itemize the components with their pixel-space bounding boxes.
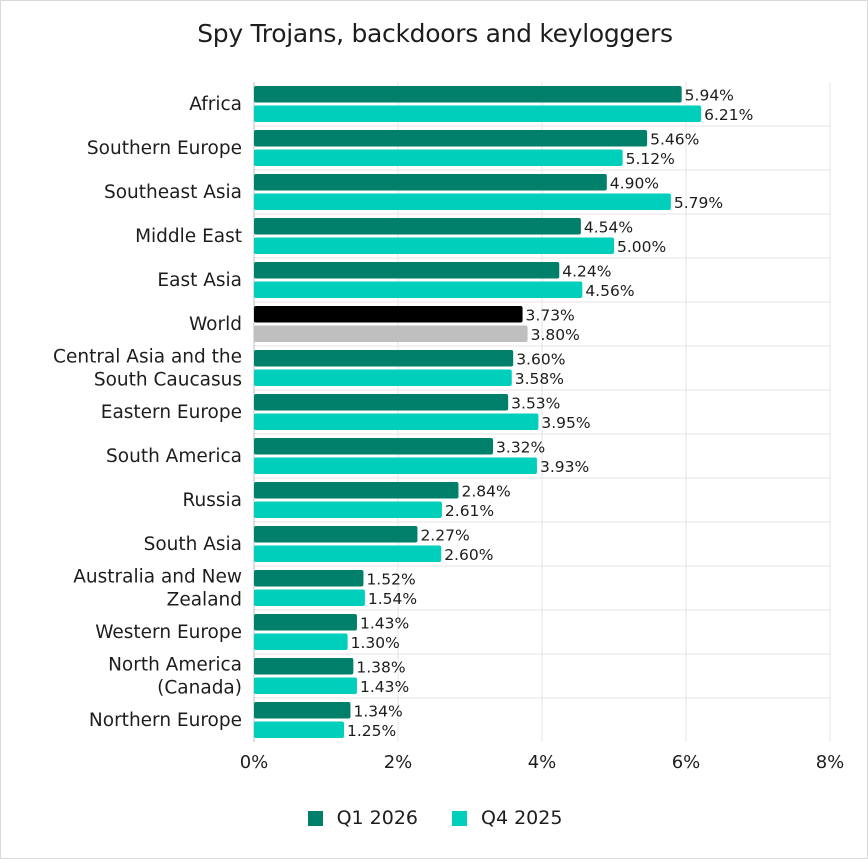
bar-q1-2026 bbox=[254, 306, 523, 323]
bar-q1-2026 bbox=[254, 438, 494, 455]
category-label: South Asia bbox=[144, 534, 242, 555]
data-label: 3.73% bbox=[526, 306, 575, 324]
category-label: East Asia bbox=[157, 270, 242, 291]
category-label: Middle East bbox=[135, 226, 242, 247]
bar-q1-2026 bbox=[254, 658, 354, 675]
category-label: Western Europe bbox=[95, 622, 242, 643]
bar-q4-2025 bbox=[254, 369, 512, 386]
bar-q4-2025 bbox=[254, 149, 623, 166]
data-label: 1.25% bbox=[347, 722, 396, 740]
category-label: Zealand bbox=[167, 590, 242, 611]
data-label: 4.56% bbox=[585, 282, 634, 300]
legend-item: Q1 2026 bbox=[307, 807, 418, 829]
chart-plot: 0% 2% 4% 6% 8% 5.94% 6.21% Africa 5.46% 5.12% Sout… bbox=[53, 82, 845, 773]
legend-item: Q4 2025 bbox=[452, 807, 562, 829]
legend-swatch bbox=[307, 810, 323, 826]
category-label: (Canada) bbox=[157, 678, 242, 699]
category-label: South Caucasus bbox=[94, 370, 242, 391]
x-tick-label: 4% bbox=[528, 752, 557, 773]
data-label: 3.95% bbox=[541, 414, 590, 432]
data-label: 5.79% bbox=[674, 194, 723, 212]
data-label: 5.46% bbox=[650, 130, 699, 148]
data-label: 1.30% bbox=[351, 634, 400, 652]
legend-swatch bbox=[452, 810, 467, 826]
data-label: 1.52% bbox=[366, 570, 415, 588]
data-label: 3.53% bbox=[511, 394, 560, 412]
data-label: 5.12% bbox=[626, 150, 675, 168]
data-label: 2.61% bbox=[445, 502, 494, 520]
bar-q4-2025 bbox=[254, 193, 671, 210]
category-label: Northern Europe bbox=[89, 710, 242, 731]
data-label: 2.27% bbox=[420, 526, 469, 544]
x-tick-label: 6% bbox=[672, 752, 701, 773]
bar-q1-2026 bbox=[254, 394, 509, 411]
bar-q1-2026 bbox=[254, 614, 357, 631]
data-label: 2.84% bbox=[461, 482, 510, 500]
data-label: 3.80% bbox=[531, 326, 580, 344]
bar-q1-2026 bbox=[254, 482, 459, 499]
data-label: 1.43% bbox=[360, 614, 409, 632]
bar-q4-2025 bbox=[254, 501, 442, 518]
chart-legend: Q1 2026 Q4 2025 bbox=[1, 807, 868, 829]
bar-q4-2025 bbox=[254, 413, 539, 430]
bar-q1-2026 bbox=[254, 174, 607, 191]
data-label: 1.34% bbox=[353, 702, 402, 720]
data-label: 4.24% bbox=[562, 262, 611, 280]
category-label: Southern Europe bbox=[87, 138, 242, 159]
bar-q1-2026 bbox=[254, 262, 560, 279]
category-label: North America bbox=[108, 655, 242, 676]
data-label: 1.43% bbox=[360, 678, 409, 696]
data-label: 1.38% bbox=[356, 658, 405, 676]
category-label: World bbox=[189, 314, 242, 335]
category-label: Australia and New bbox=[73, 567, 242, 588]
bar-q4-2025 bbox=[254, 105, 702, 122]
data-label: 3.93% bbox=[540, 458, 589, 476]
data-label: 4.54% bbox=[584, 218, 633, 236]
bar-q4-2025 bbox=[254, 677, 357, 694]
data-label: 1.54% bbox=[368, 590, 417, 608]
bar-q1-2026 bbox=[254, 130, 648, 147]
bar-q4-2025 bbox=[254, 633, 348, 650]
bar-q1-2026 bbox=[254, 570, 364, 587]
data-label: 3.60% bbox=[516, 350, 565, 368]
bar-q1-2026 bbox=[254, 218, 581, 235]
category-label: Central Asia and the bbox=[53, 347, 242, 368]
bar-q4-2025 bbox=[254, 325, 528, 342]
x-tick-label: 0% bbox=[240, 752, 269, 773]
bar-q1-2026 bbox=[254, 350, 514, 367]
legend-label: Q1 2026 bbox=[336, 807, 418, 829]
data-label: 5.00% bbox=[617, 238, 666, 256]
data-label: 3.32% bbox=[496, 438, 545, 456]
bar-q4-2025 bbox=[254, 545, 442, 562]
data-label: 6.21% bbox=[704, 106, 753, 124]
data-label: 4.90% bbox=[610, 174, 659, 192]
category-label: Southeast Asia bbox=[104, 182, 242, 203]
bar-q1-2026 bbox=[254, 526, 418, 543]
x-tick-label: 8% bbox=[816, 752, 845, 773]
x-tick-label: 2% bbox=[384, 752, 413, 773]
bar-q1-2026 bbox=[254, 702, 351, 719]
bar-q1-2026 bbox=[254, 86, 682, 103]
data-label: 2.60% bbox=[444, 546, 493, 564]
bar-q4-2025 bbox=[254, 721, 344, 738]
bar-q4-2025 bbox=[254, 237, 614, 254]
data-label: 5.94% bbox=[685, 86, 734, 104]
category-label: Russia bbox=[182, 490, 242, 511]
category-label: South America bbox=[106, 446, 242, 467]
legend-label: Q4 2025 bbox=[481, 807, 563, 829]
category-label: Eastern Europe bbox=[101, 402, 242, 423]
bar-q4-2025 bbox=[254, 457, 537, 474]
category-label: Africa bbox=[189, 94, 242, 115]
chart-title: Spy Trojans, backdoors and keyloggers bbox=[197, 19, 673, 48]
bar-q4-2025 bbox=[254, 281, 583, 298]
bar-q4-2025 bbox=[254, 589, 365, 606]
data-label: 3.58% bbox=[515, 370, 564, 388]
